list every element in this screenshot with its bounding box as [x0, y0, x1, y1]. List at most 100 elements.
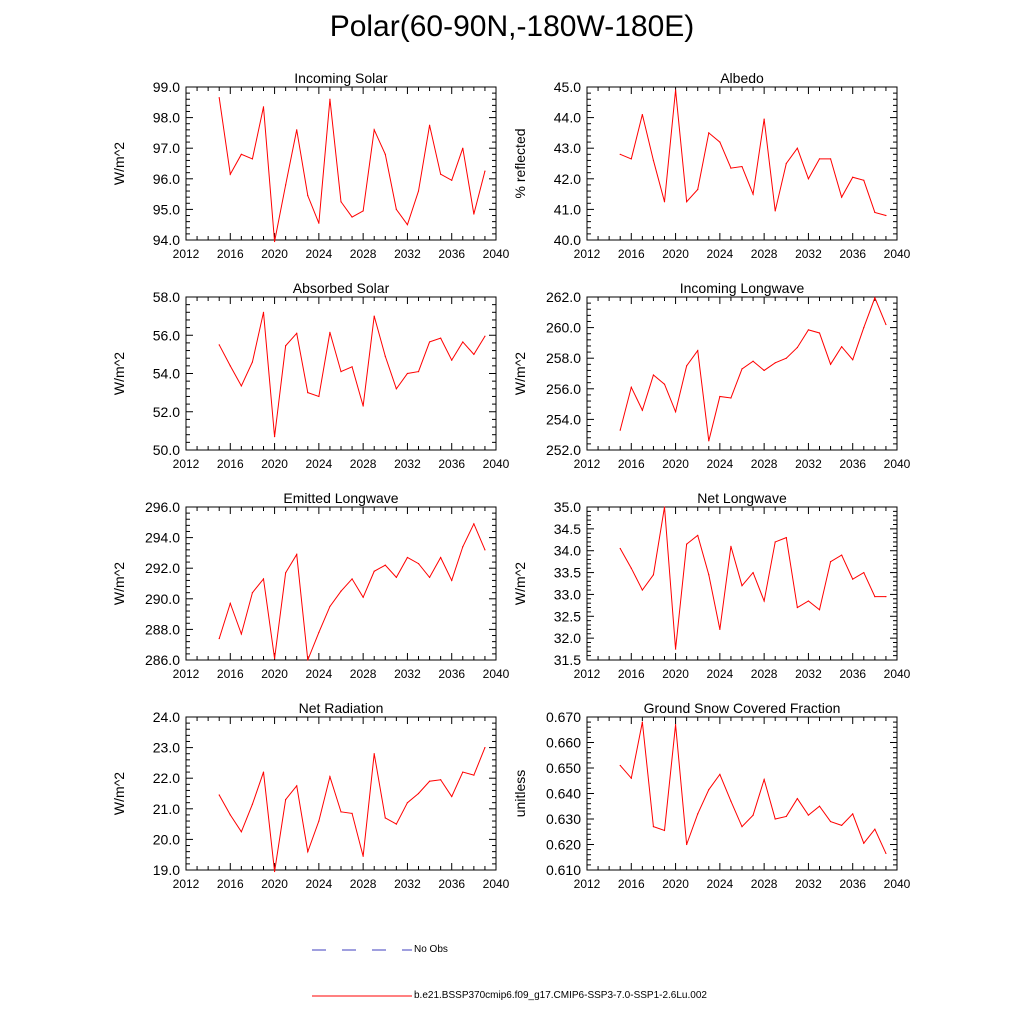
- data-point-ground-snow-covered-fraction: [874, 828, 876, 830]
- y-tick-label-albedo: 42.0: [554, 171, 581, 187]
- x-tick-label-incoming-longwave: 2016: [618, 457, 645, 471]
- y-tick-label-ground-snow-covered-fraction: 0.610: [546, 862, 581, 878]
- data-point-albedo: [663, 201, 666, 203]
- y-tick-label-net-longwave: 33.0: [554, 586, 581, 602]
- y-tick-label-ground-snow-covered-fraction: 0.660: [546, 735, 581, 751]
- data-point-albedo: [774, 210, 776, 212]
- panel-emitted-longwave: Emitted Longwave W/m^2 2012 2016 2020 2024 202…: [111, 490, 510, 681]
- chart-title-incoming-longwave: Incoming Longwave: [680, 280, 805, 296]
- y-tick-label-albedo: 44.0: [554, 110, 581, 126]
- data-point-emitted-longwave: [417, 563, 420, 565]
- data-point-net-radiation: [329, 776, 331, 778]
- x-tick-label-incoming-solar: 2016: [217, 247, 244, 261]
- x-tick-label-incoming-solar: 2020: [261, 247, 288, 261]
- data-point-emitted-longwave: [229, 602, 231, 604]
- chart-title-albedo: Albedo: [720, 70, 764, 86]
- y-axis-label-incoming-longwave: W/m^2: [512, 352, 528, 395]
- data-point-incoming-solar: [351, 216, 353, 218]
- y-tick-label-incoming-solar: 97.0: [153, 140, 180, 156]
- data-point-net-longwave: [785, 537, 787, 539]
- series-line-emitted-longwave: [218, 522, 486, 661]
- data-point-albedo: [630, 158, 632, 160]
- data-point-absorbed-solar: [340, 370, 342, 373]
- x-tick-label-absorbed-solar: 2024: [306, 457, 333, 471]
- data-point-incoming-solar: [251, 158, 254, 160]
- x-tick-label-emitted-longwave: 2020: [261, 667, 288, 681]
- data-point-incoming-solar: [362, 210, 364, 212]
- data-point-ground-snow-covered-fraction: [752, 814, 754, 816]
- x-tick-label-ground-snow-covered-fraction: 2040: [884, 877, 911, 891]
- data-point-ground-snow-covered-fraction: [774, 818, 776, 820]
- data-point-incoming-solar: [240, 153, 242, 155]
- data-point-absorbed-solar: [273, 436, 276, 438]
- x-tick-label-albedo: 2036: [839, 247, 866, 261]
- x-tick-label-albedo: 2016: [618, 247, 645, 261]
- chart-title-incoming-solar: Incoming Solar: [294, 70, 388, 86]
- data-point-net-radiation: [307, 851, 309, 853]
- data-point-absorbed-solar: [406, 372, 409, 375]
- data-point-net-longwave: [697, 534, 699, 537]
- data-point-absorbed-solar: [229, 365, 231, 367]
- data-point-albedo: [674, 89, 677, 91]
- data-point-albedo: [686, 201, 688, 203]
- y-tick-label-net-longwave: 33.5: [554, 565, 581, 581]
- y-tick-label-incoming-solar: 96.0: [153, 171, 180, 187]
- x-tick-label-net-radiation: 2024: [306, 877, 333, 891]
- data-point-incoming-solar: [384, 153, 386, 155]
- data-point-ground-snow-covered-fraction: [785, 815, 787, 818]
- data-point-absorbed-solar: [296, 332, 298, 334]
- data-point-albedo: [741, 165, 743, 168]
- data-point-net-longwave: [730, 545, 732, 547]
- plot-frame-emitted-longwave: [185, 506, 497, 661]
- y-tick-label-net-radiation: 24.0: [153, 709, 180, 725]
- data-point-net-longwave: [763, 600, 765, 602]
- data-point-emitted-longwave: [362, 596, 364, 598]
- x-tick-label-net-longwave: 2032: [795, 667, 822, 681]
- data-point-net-radiation: [395, 823, 397, 825]
- data-point-net-radiation: [240, 831, 242, 833]
- x-tick-label-absorbed-solar: 2016: [217, 457, 244, 471]
- data-point-net-longwave: [807, 600, 810, 602]
- data-point-albedo: [763, 118, 765, 120]
- data-point-incoming-solar: [406, 224, 409, 226]
- data-point-ground-snow-covered-fraction: [841, 824, 843, 826]
- y-tick-label-emitted-longwave: 292.0: [145, 560, 180, 576]
- data-point-ground-snow-covered-fraction: [652, 826, 655, 828]
- data-point-albedo: [874, 211, 876, 214]
- y-tick-label-ground-snow-covered-fraction: 0.640: [546, 786, 581, 802]
- x-tick-label-absorbed-solar: 2020: [261, 457, 288, 471]
- x-tick-label-net-longwave: 2016: [618, 667, 645, 681]
- x-tick-label-absorbed-solar: 2036: [438, 457, 465, 471]
- data-point-absorbed-solar: [395, 388, 397, 390]
- y-tick-label-emitted-longwave: 296.0: [145, 499, 180, 515]
- page-title: Polar(60-90N,-180W-180E): [329, 10, 695, 43]
- data-point-incoming-solar: [417, 190, 420, 192]
- data-point-ground-snow-covered-fraction: [674, 724, 677, 726]
- data-point-absorbed-solar: [440, 337, 442, 339]
- y-tick-label-absorbed-solar: 56.0: [153, 327, 180, 343]
- data-point-ground-snow-covered-fraction: [852, 813, 854, 815]
- data-point-incoming-solar: [329, 98, 331, 100]
- data-point-net-radiation: [362, 855, 364, 857]
- x-tick-label-ground-snow-covered-fraction: 2012: [574, 877, 601, 891]
- data-point-emitted-longwave: [406, 556, 409, 559]
- data-point-albedo: [863, 179, 865, 181]
- data-point-ground-snow-covered-fraction: [829, 820, 832, 823]
- data-point-incoming-longwave: [697, 349, 699, 352]
- x-tick-label-incoming-longwave: 2040: [884, 457, 911, 471]
- data-point-absorbed-solar: [373, 315, 375, 317]
- data-point-net-longwave: [674, 648, 677, 650]
- x-tick-label-net-radiation: 2028: [350, 877, 377, 891]
- x-tick-label-incoming-solar: 2036: [438, 247, 465, 261]
- data-point-albedo: [796, 147, 798, 149]
- x-tick-label-ground-snow-covered-fraction: 2016: [618, 877, 645, 891]
- data-point-emitted-longwave: [307, 659, 309, 661]
- data-point-net-radiation: [273, 870, 276, 873]
- x-tick-label-net-longwave: 2036: [839, 667, 866, 681]
- data-point-incoming-longwave: [807, 329, 810, 331]
- data-point-incoming-solar: [307, 195, 309, 197]
- x-tick-label-albedo: 2028: [751, 247, 778, 261]
- y-tick-label-absorbed-solar: 52.0: [153, 404, 180, 420]
- x-tick-label-incoming-solar: 2028: [350, 247, 377, 261]
- y-axis-label-albedo: % reflected: [512, 128, 528, 198]
